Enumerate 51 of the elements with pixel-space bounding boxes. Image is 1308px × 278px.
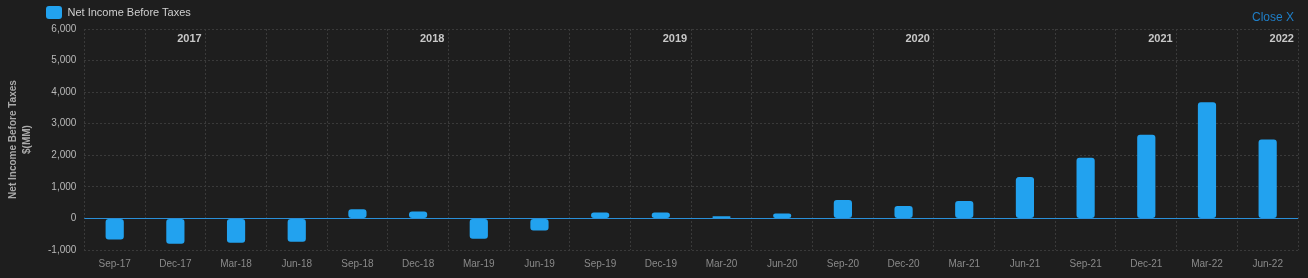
x-tick-label: Mar-22 xyxy=(1191,257,1224,269)
x-tick-label: Sep-19 xyxy=(584,257,617,269)
x-tick-label: Mar-19 xyxy=(462,257,496,269)
x-tick-label: Dec-19 xyxy=(644,257,678,269)
bar xyxy=(105,218,124,240)
y-axis-title: Net Income Before Taxes $(MM) xyxy=(6,79,32,199)
x-tick-label: Dec-17 xyxy=(159,257,192,269)
bar xyxy=(166,218,185,244)
y-tick-label: 1,000 xyxy=(51,180,77,192)
y-tick-label: -1,000 xyxy=(48,243,77,255)
x-tick-label: Dec-21 xyxy=(1130,257,1163,269)
annotation: 2021 xyxy=(1148,32,1173,45)
bar xyxy=(833,200,852,218)
text: Close X xyxy=(1251,10,1294,24)
annotation: 2022 xyxy=(1269,32,1294,45)
annotation: 2019 xyxy=(662,32,688,45)
y-tick-label: 2,000 xyxy=(51,149,77,161)
bar xyxy=(1258,139,1277,218)
bar xyxy=(530,218,549,231)
x-tick-label: Jun-20 xyxy=(766,257,798,269)
bar xyxy=(1076,157,1095,218)
y-tick-label: 5,000 xyxy=(51,54,77,66)
x-tick-label: Jun-21 xyxy=(1009,257,1041,269)
x-tick-label: Jun-19 xyxy=(524,257,556,269)
x-tick-label: Sep-21 xyxy=(1069,257,1103,269)
annotation: 2020 xyxy=(905,32,930,45)
bar xyxy=(1137,134,1156,218)
bar xyxy=(955,201,974,218)
x-tick-label: Jun-22 xyxy=(1252,257,1284,269)
bar xyxy=(1015,177,1035,218)
bar xyxy=(287,218,306,242)
legend-label: Net Income Before Taxes xyxy=(67,5,192,18)
x-tick-label: Mar-20 xyxy=(705,257,738,269)
annotation: 2017 xyxy=(177,32,202,45)
x-tick-label: Jun-18 xyxy=(281,257,313,269)
annotation: 2018 xyxy=(419,32,445,45)
y-tick-label: 3,000 xyxy=(51,117,77,129)
y-tick-label: 4,000 xyxy=(51,85,77,97)
x-tick-label: Dec-18 xyxy=(401,257,435,269)
x-tick-label: Sep-17 xyxy=(98,257,132,269)
bar xyxy=(469,218,488,239)
x-tick-label: Mar-21 xyxy=(948,257,981,269)
x-tick-label: Mar-18 xyxy=(220,257,253,269)
bar xyxy=(894,206,913,218)
y-tick-label: 0 xyxy=(70,212,77,224)
bar xyxy=(226,218,246,243)
x-tick-label: Sep-18 xyxy=(341,257,374,269)
x-tick-label: Dec-20 xyxy=(887,257,921,269)
x-tick-label: Sep-20 xyxy=(826,257,860,269)
bar xyxy=(1197,102,1217,218)
y-tick-label: 6,000 xyxy=(51,22,77,34)
